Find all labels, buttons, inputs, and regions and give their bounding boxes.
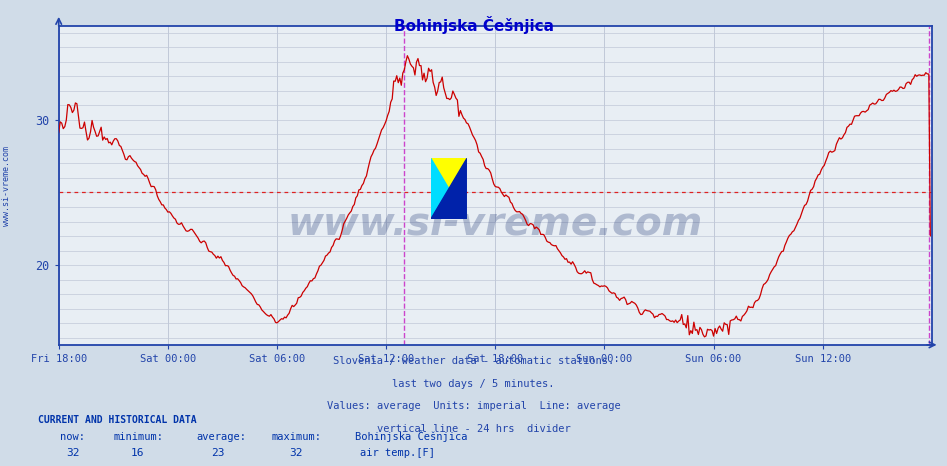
Text: Values: average  Units: imperial  Line: average: Values: average Units: imperial Line: av… bbox=[327, 401, 620, 411]
Text: 16: 16 bbox=[131, 448, 144, 458]
Text: Slovenia / weather data - automatic stations.: Slovenia / weather data - automatic stat… bbox=[333, 356, 614, 366]
Text: CURRENT AND HISTORICAL DATA: CURRENT AND HISTORICAL DATA bbox=[38, 415, 197, 425]
Text: now:: now: bbox=[60, 432, 84, 442]
Text: 23: 23 bbox=[211, 448, 224, 458]
Text: last two days / 5 minutes.: last two days / 5 minutes. bbox=[392, 379, 555, 389]
Polygon shape bbox=[431, 158, 467, 219]
Text: Bohinjska Češnjica: Bohinjska Češnjica bbox=[394, 16, 553, 34]
Text: maximum:: maximum: bbox=[272, 432, 322, 442]
Text: www.si-vreme.com: www.si-vreme.com bbox=[288, 205, 703, 242]
Text: www.si-vreme.com: www.si-vreme.com bbox=[2, 146, 11, 226]
Text: 32: 32 bbox=[289, 448, 302, 458]
Text: vertical line - 24 hrs  divider: vertical line - 24 hrs divider bbox=[377, 424, 570, 433]
Text: air temp.[F]: air temp.[F] bbox=[360, 448, 435, 458]
Polygon shape bbox=[431, 158, 467, 219]
Polygon shape bbox=[431, 158, 467, 219]
Text: 32: 32 bbox=[66, 448, 80, 458]
Text: average:: average: bbox=[196, 432, 246, 442]
Text: Bohinjska Češnjica: Bohinjska Češnjica bbox=[355, 431, 468, 442]
Text: minimum:: minimum: bbox=[114, 432, 164, 442]
